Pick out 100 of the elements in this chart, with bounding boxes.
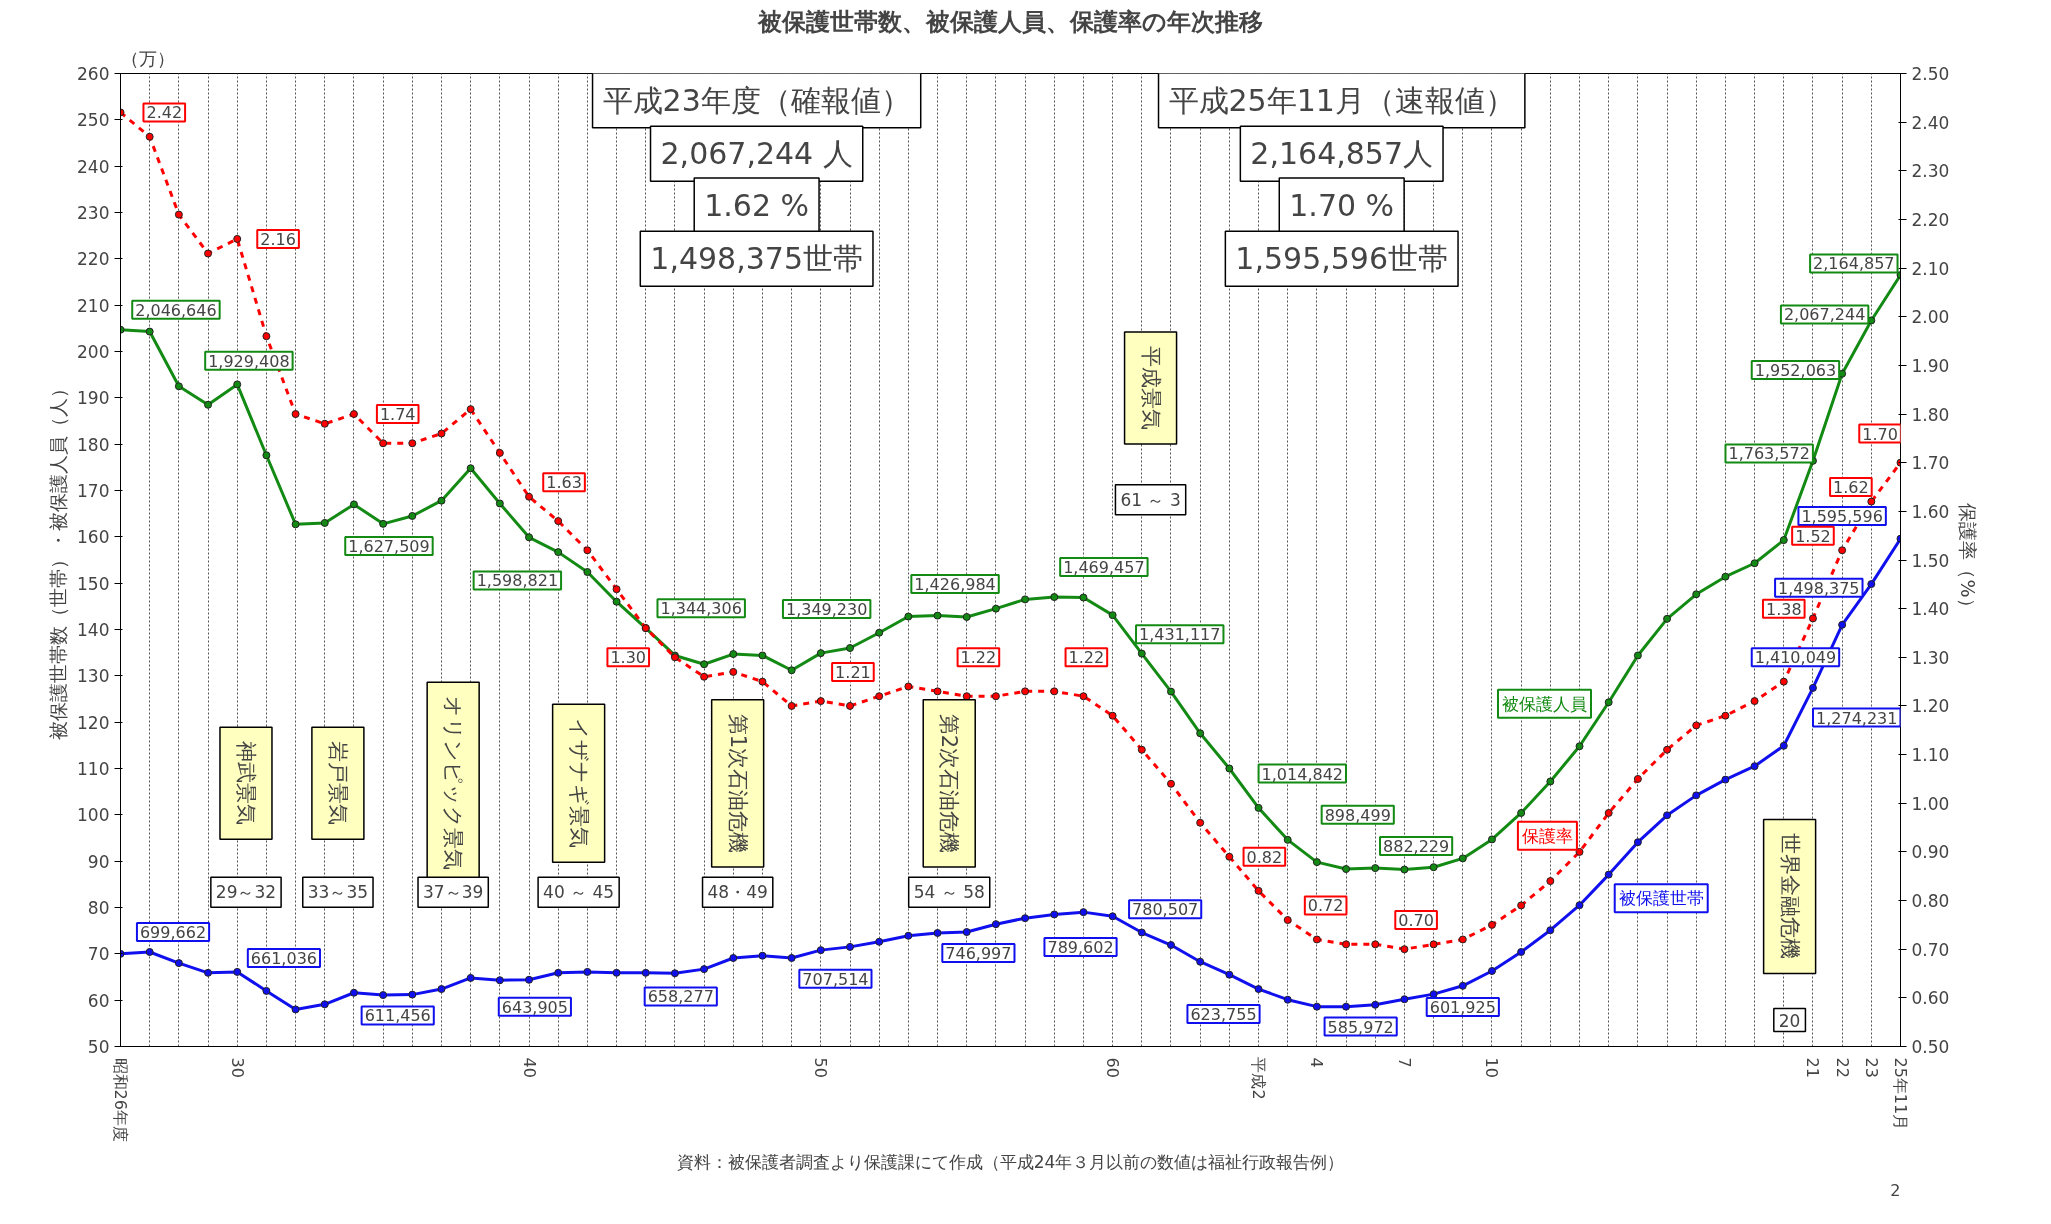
- y-tick-label: 120: [77, 712, 110, 733]
- annotation: 1,498,375: [1778, 578, 1860, 598]
- y2-tick-label: 2.00: [1911, 307, 1950, 328]
- text: （万）: [120, 47, 175, 69]
- y-tick-label: 170: [77, 481, 110, 501]
- x-tick-label: 25年11月: [1891, 1057, 1910, 1131]
- y2-tick-label: 1.20: [1911, 696, 1950, 717]
- data-label: 1.22: [1068, 648, 1105, 668]
- annotation: 1,469,457: [1063, 557, 1145, 577]
- y2-tick-label: 1.30: [1911, 647, 1950, 668]
- chart-title: 被保護世帯数、被保護人員、保護率の年次推移: [757, 7, 1263, 36]
- y2-tick-label: 0.80: [1911, 891, 1950, 912]
- x-tick-label: 21: [1803, 1057, 1823, 1078]
- annotation: 61 ～ 3: [1120, 489, 1181, 510]
- y2-tick-label: 1.90: [1911, 355, 1950, 376]
- y2-tick-label: 0.90: [1911, 842, 1950, 863]
- annotation: 40 ～ 45: [543, 882, 615, 903]
- annotation: 611,456: [364, 1006, 431, 1026]
- y2-tick-label: 0.70: [1911, 939, 1950, 960]
- x-tick-label: 60: [1103, 1057, 1123, 1078]
- annotation: 623,755: [1190, 1005, 1257, 1025]
- series-label: 被保護世帯: [1618, 888, 1704, 909]
- annotation: 661,036: [250, 949, 317, 968]
- annotation: 岩戸景気: [325, 741, 350, 826]
- data-label: 1.21: [835, 662, 871, 682]
- text: 2: [1890, 1180, 1901, 1200]
- y2-tick-label: 2.20: [1911, 209, 1950, 230]
- y-tick-label: 190: [77, 388, 110, 409]
- annotation: 2,164,857: [1813, 254, 1895, 274]
- y-tick-label: 180: [77, 434, 110, 455]
- data-label: 1.70: [1862, 424, 1898, 444]
- annotation: イザナギ景気: [566, 718, 591, 849]
- y-tick-label: 100: [77, 805, 110, 826]
- x-tick-label: 10: [1482, 1057, 1502, 1078]
- y2-tick-label: 1.50: [1911, 550, 1950, 571]
- annotation: 643,905: [501, 997, 568, 1017]
- y2-axis-title: 保護率（%）: [1957, 503, 1980, 617]
- annotation: 54 ～ 58: [913, 882, 985, 903]
- y-tick-label: 260: [77, 64, 110, 84]
- y2-tick-label: 2.40: [1911, 112, 1950, 133]
- y-tick-label: 130: [77, 666, 110, 687]
- x-tick-label: 7: [1394, 1057, 1414, 1068]
- annotation: 707,514: [802, 969, 869, 989]
- y-tick-label: 60: [87, 990, 110, 1011]
- x-tick-label: 昭和26年度: [111, 1057, 130, 1142]
- annotation: 1,014,842: [1261, 764, 1344, 784]
- y-tick-label: 200: [77, 342, 110, 362]
- x-tick-label: 30: [227, 1057, 247, 1078]
- annotation: 1,274,231: [1816, 708, 1898, 728]
- y-tick-label: 250: [77, 110, 110, 131]
- annotation: 平成景気: [1138, 346, 1163, 431]
- annotation: 37～39: [423, 882, 484, 903]
- annotation: 746,997: [945, 943, 1012, 963]
- data-label: 0.82: [1246, 847, 1283, 867]
- y-tick-label: 230: [77, 203, 110, 223]
- annotation: 平成23年度（確報値）: [602, 82, 911, 118]
- text: 資料：被保護者調査より保護課にて作成（平成24年３月以前の数値は福祉行政報告例）: [676, 1151, 1345, 1172]
- annotation: 699,662: [139, 923, 207, 943]
- series-label: 被保護人員: [1502, 693, 1587, 714]
- y-tick-label: 80: [87, 898, 110, 918]
- annotation: 1,431,117: [1139, 625, 1221, 645]
- y-tick-label: 160: [77, 527, 110, 548]
- annotation: 2,067,244 人: [660, 136, 853, 172]
- y2-tick-label: 0.50: [1911, 1037, 1950, 1057]
- data-label: 0.70: [1398, 911, 1434, 931]
- y-tick-label: 70: [87, 944, 110, 965]
- x-tick-label: 23: [1861, 1057, 1881, 1078]
- y2-tick-label: 1.00: [1911, 793, 1950, 814]
- annotation: 1,952,063: [1754, 361, 1837, 381]
- y2-tick-label: 1.70: [1911, 453, 1950, 474]
- annotation: 780,507: [1132, 900, 1199, 920]
- annotation: 658,277: [647, 987, 714, 1007]
- y-tick-label: 110: [77, 759, 110, 779]
- data-label: 1.38: [1765, 599, 1802, 619]
- y-tick-label: 140: [77, 620, 110, 640]
- annotation: 世界金融危機: [1777, 833, 1802, 960]
- annotation: 1.70 %: [1289, 188, 1395, 224]
- annotation: 20: [1778, 1010, 1801, 1031]
- annotation: 1,595,596世帯: [1235, 241, 1449, 277]
- annotation: 2,067,244: [1783, 305, 1866, 325]
- annotation: オリンピック景気: [441, 696, 466, 871]
- annotation: 第1次石油危機: [725, 713, 750, 854]
- annotation: 29～32: [215, 882, 277, 903]
- x-tick-label: 22: [1832, 1057, 1852, 1078]
- data-label: 1.52: [1795, 526, 1831, 546]
- annotation: 1,595,596: [1801, 506, 1883, 526]
- annotation: 第2次石油危機: [937, 713, 962, 854]
- y-tick-label: 90: [87, 851, 110, 872]
- y2-tick-label: 1.60: [1911, 501, 1950, 522]
- y2-tick-label: 1.80: [1911, 404, 1950, 425]
- y-tick-label: 220: [77, 249, 110, 270]
- annotation: 585,972: [1327, 1017, 1394, 1037]
- data-label: 2.42: [146, 103, 183, 123]
- annotation: 1,929,408: [208, 351, 290, 371]
- annotation: 1,344,306: [660, 599, 742, 619]
- y-tick-label: 240: [77, 156, 110, 177]
- annotation: 601,925: [1429, 998, 1496, 1018]
- x-tick-label: 50: [811, 1057, 831, 1078]
- x-tick-label: 4: [1307, 1057, 1327, 1068]
- annotation: 789,602: [1047, 937, 1114, 957]
